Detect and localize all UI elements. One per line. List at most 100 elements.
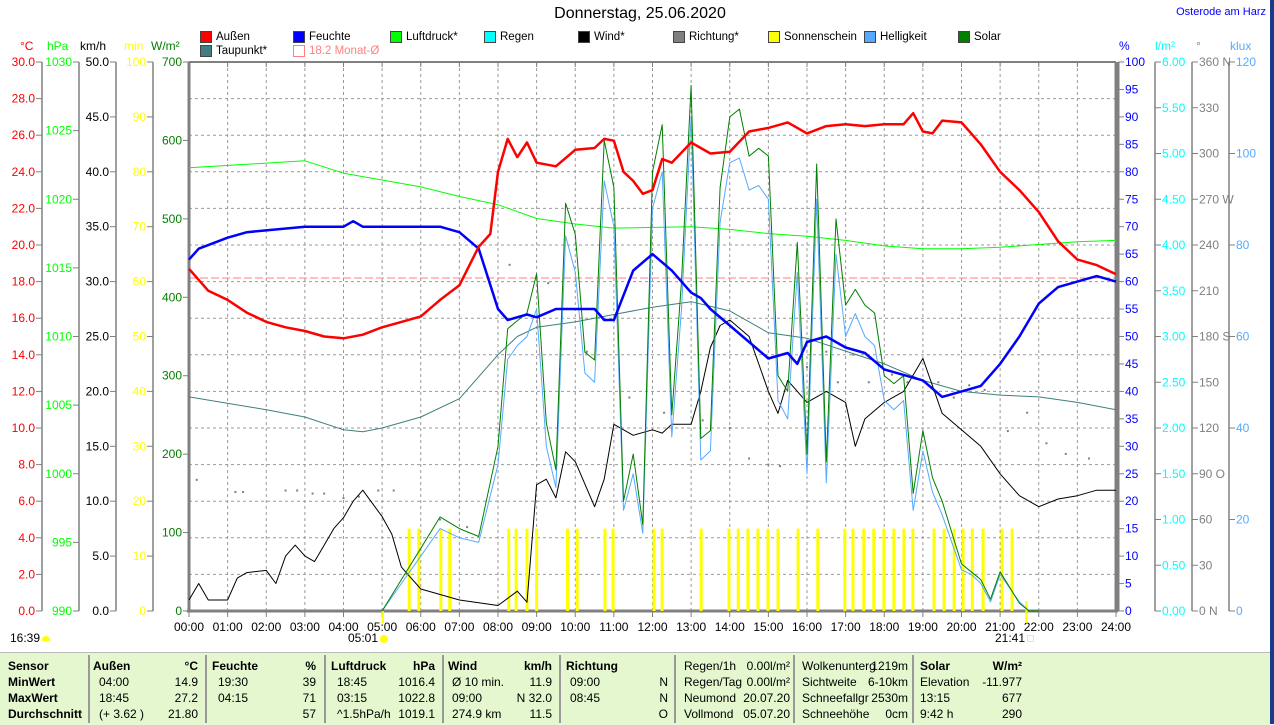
extra-label: Regen/1h [684,659,737,673]
axis-tick-label-rain: 6.00 [1162,55,1186,69]
legend-label: Feuchte [309,31,351,43]
axis-tick-label-hum: 20 [1125,494,1139,508]
axis-tick-label-sun: 90 [133,110,147,124]
window-border [1270,0,1274,724]
sunshine-bar [652,528,656,611]
block-value: 11.9 [529,675,552,689]
direction-point [767,463,770,466]
legend-item: Richtung* [673,31,739,43]
x-tick-label: 03:00 [290,620,320,634]
block-value: N 32.0 [516,691,552,705]
axis-tick-label-hum: 65 [1125,247,1139,261]
x-tick-label: 06:00 [406,620,436,634]
extra-label: Regen/Tag [684,675,743,689]
axis-tick-label-press: 1030 [45,55,72,69]
x-tick-label: 14:00 [715,620,745,634]
block-time: ^1.5hPa/h [337,707,391,721]
axis-tick-label-solar: 600 [162,133,182,147]
block-value: 57 [302,707,316,721]
axis-tick-label-wind: 45.0 [86,110,110,124]
extra-label: Schneefallgr [802,691,869,705]
direction-point [1045,442,1048,445]
station-link[interactable]: Osterode am Harz [1176,6,1266,18]
legend-label: Luftdruck* [406,31,458,43]
legend-item: Luftdruck* [390,31,458,43]
axis-tick-label-dir: 270 W [1199,192,1234,206]
direction-point [983,388,986,391]
x-tick-label: 07:00 [444,620,474,634]
direction-point [890,373,893,376]
axis-tick-label-temp: 4.0 [18,531,35,545]
axis-tick-label-rain: 3.50 [1162,284,1186,298]
sunshine-bar [746,528,750,611]
axis-tick-label-hum: 0 [1125,604,1132,618]
sunshine-bar [566,528,570,611]
axis-tick-label-dir: 240 [1199,238,1219,252]
axis-tick-label-hum: 55 [1125,302,1139,316]
direction-point [323,492,326,495]
sunshine-bar [932,528,936,611]
sunshine-bar [776,528,780,611]
axis-tick-label-solar: 300 [162,369,182,383]
sunshine-bar [961,528,965,611]
direction-point [952,396,955,399]
extra-value: W/m² [992,659,1022,673]
x-tick-label: 12:00 [637,620,667,634]
x-tick-label: 02:00 [251,620,281,634]
sunshine-bar [796,528,800,611]
direction-point [628,396,631,399]
axis-tick-label-sun: 60 [133,275,147,289]
direction-point [728,427,731,429]
extra-label: Wolkenunterg [802,659,876,673]
direction-point [968,384,971,387]
extra-value: 1219m [871,659,908,673]
axis-tick-label-temp: 8.0 [18,458,35,472]
direction-point [195,478,198,481]
block-unit: km/h [523,659,552,673]
sunshine-bar [417,528,421,611]
legend-item: Regen [484,31,534,43]
sunshine-bar [911,528,915,611]
sunshine-bar [872,528,876,611]
table-divider [912,655,914,723]
sunshine-bar [756,528,760,611]
legend-label: Regen [500,31,534,43]
axis-tick-label-temp: 0.0 [18,604,35,618]
weather-chart: 0.0 2.0 4.0 6.0 8.0 10.0 12.0 14.0 16.0 18.0 20.0 2… [12,55,1257,634]
row-label: Durchschnitt [8,707,83,721]
legend-item: Sonnenschein [768,31,857,43]
table-divider [793,655,795,723]
x-tick-label: 24:00 [1101,620,1131,634]
axis-tick-label-sun: 80 [133,165,147,179]
legend-swatch [293,45,305,57]
direction-point [311,492,314,495]
axis-tick-label-temp: 12.0 [12,384,36,398]
axis-tick-label-hum: 35 [1125,412,1139,426]
sunshine-bar [1000,528,1004,611]
extra-label: Solar [920,659,951,673]
legend-swatch [484,31,496,43]
extra-value: 290 [1001,707,1022,721]
sunset-time: 21:41 [995,631,1026,645]
block-value: N [659,675,668,689]
sunshine-bar [952,528,956,611]
axis-tick-label-press: 990 [52,604,72,618]
axis-tick-label-hum: 70 [1125,220,1139,234]
sunrise-prev-time: 16:39 [10,631,41,645]
direction-point [234,491,237,494]
block-value: N [659,691,668,705]
sunshine-bar [1010,528,1014,611]
row-label: MinWert [8,675,56,689]
sunshine-bar [902,528,906,611]
x-tick-label: 00:00 [174,620,204,634]
direction-point [508,263,511,266]
extra-value: 6-10km [867,675,908,689]
axis-tick-label-hum: 85 [1125,137,1139,151]
block-time: 18:45 [99,691,130,705]
sunshine-bar [862,528,866,611]
legend-item: Solar [958,31,1001,43]
axis-tick-label-temp: 18.0 [12,275,36,289]
legend-label: Richtung* [689,31,739,43]
legend-swatch [578,31,590,43]
sunshine-bar [892,528,896,611]
